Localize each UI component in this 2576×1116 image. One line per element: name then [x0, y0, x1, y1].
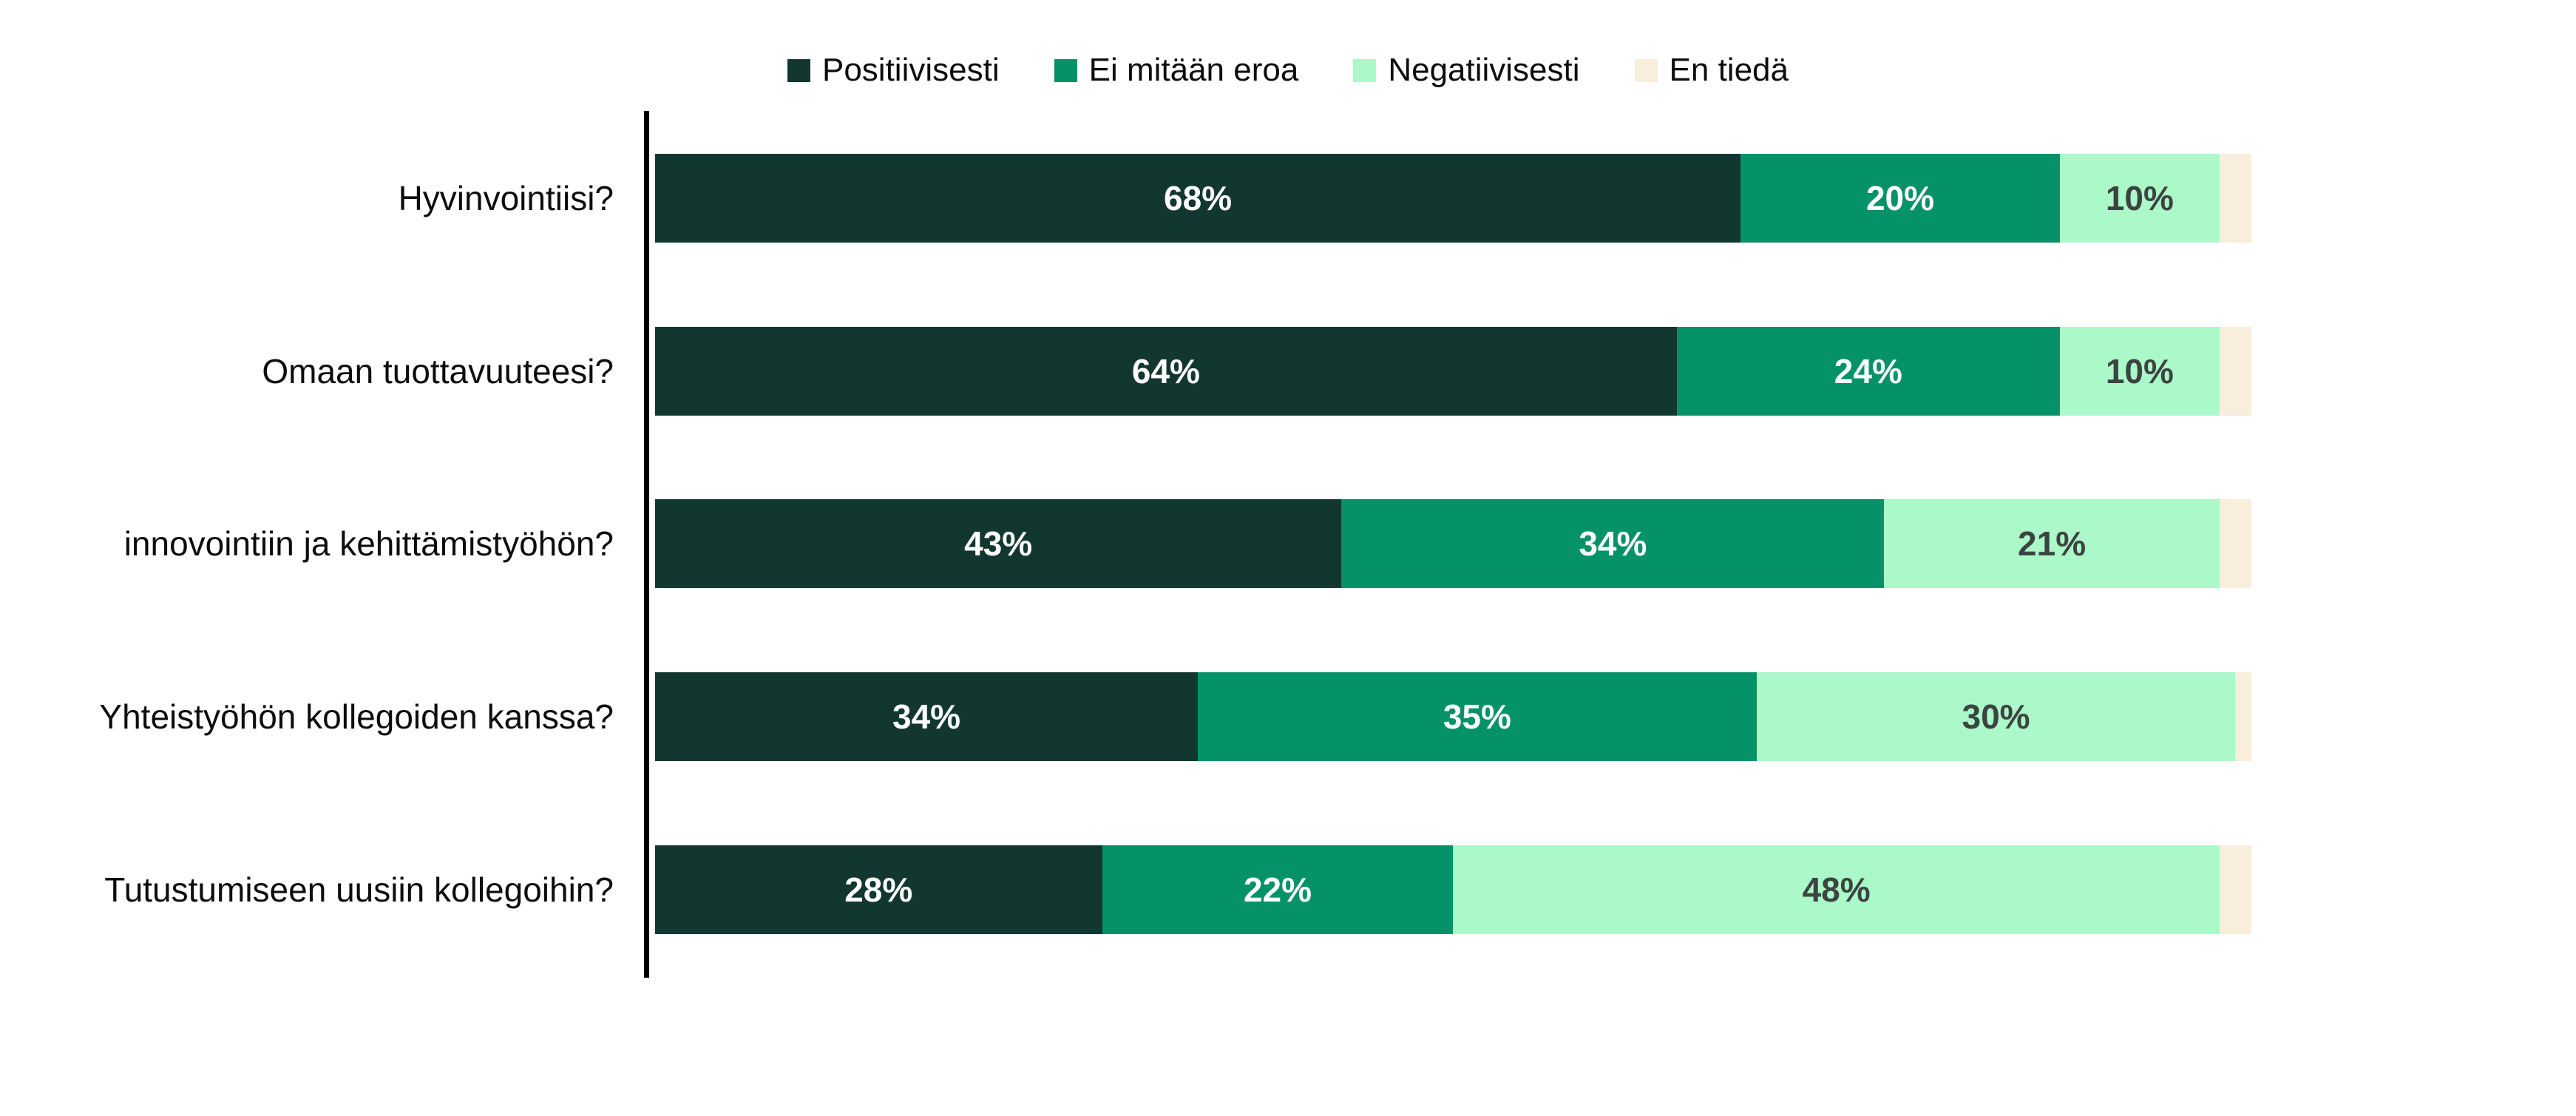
- bar-segment-negatiivisesti: 48%: [1453, 845, 2220, 934]
- bar-segment-en-tieda: [2219, 154, 2251, 243]
- legend-swatch-ei-mitaan-eroa: [1054, 58, 1077, 82]
- bar-segment-negatiivisesti: 21%: [1884, 499, 2220, 588]
- legend-item-en-tieda: En tiedä: [1634, 52, 1789, 89]
- bar-segment-positiivisesti: 64%: [655, 327, 1677, 416]
- category-label: Hyvinvointiisi?: [398, 179, 614, 217]
- segment-value-label: 43%: [964, 524, 1033, 563]
- chart-row: Omaan tuottavuuteesi? 64% 24% 10%: [0, 327, 2576, 416]
- bar-segment-en-tieda: [2219, 327, 2251, 416]
- bar-segment-positiivisesti: 43%: [655, 499, 1342, 588]
- legend-label: Positiivisesti: [821, 52, 1000, 88]
- legend-swatch-en-tieda: [1634, 58, 1658, 82]
- chart-row: Yhteistyöhön kollegoiden kanssa? 34% 35% 30…: [0, 672, 2576, 761]
- bar-segment-negatiivisesti: 10%: [2059, 327, 2220, 416]
- segment-value-label: 28%: [844, 870, 913, 909]
- segment-value-label: 20%: [1865, 179, 1935, 217]
- segment-value-label: 68%: [1164, 179, 1233, 217]
- bar-segment-negatiivisesti: 30%: [1756, 672, 2236, 761]
- chart-row: innovointiin ja kehittämistyöhön? 43% 34% 2…: [0, 499, 2576, 588]
- category-label: Tutustumiseen uusiin kollegoihin?: [104, 870, 614, 909]
- bar-segment-ei-mitaan-eroa: 22%: [1102, 845, 1454, 934]
- bar-stack: 43% 34% 21%: [655, 499, 2251, 588]
- legend-swatch-positiivisesti: [787, 58, 810, 82]
- legend-label: Negatiivisesti: [1388, 52, 1580, 88]
- bar-segment-ei-mitaan-eroa: 35%: [1198, 672, 1757, 761]
- legend-item-positiivisesti: Positiivisesti: [787, 52, 1000, 89]
- y-axis-line: [644, 111, 649, 978]
- segment-value-label: 10%: [2105, 179, 2174, 217]
- category-label: innovointiin ja kehittämistyöhön?: [123, 524, 614, 563]
- bar-segment-positiivisesti: 68%: [655, 154, 1741, 243]
- bar-stack: 34% 35% 30%: [655, 672, 2251, 761]
- bar-stack: 64% 24% 10%: [655, 327, 2251, 416]
- chart-row: Tutustumiseen uusiin kollegoihin? 28% 22% 4…: [0, 845, 2576, 934]
- bar-segment-negatiivisesti: 10%: [2059, 154, 2220, 243]
- segment-value-label: 10%: [2105, 352, 2174, 390]
- legend-swatch-negatiivisesti: [1353, 58, 1377, 82]
- chart-legend: Positiivisesti Ei mitään eroa Negatiivises…: [787, 52, 1789, 89]
- bar-stack: 28% 22% 48%: [655, 845, 2251, 934]
- legend-item-ei-mitaan-eroa: Ei mitään eroa: [1054, 52, 1299, 89]
- category-label: Yhteistyöhön kollegoiden kanssa?: [99, 697, 614, 736]
- bar-stack: 68% 20% 10%: [655, 154, 2251, 243]
- bar-segment-en-tieda: [2219, 499, 2251, 588]
- segment-value-label: 35%: [1443, 697, 1511, 736]
- bar-segment-en-tieda: [2219, 845, 2251, 934]
- legend-label: En tiedä: [1669, 52, 1789, 88]
- legend-item-negatiivisesti: Negatiivisesti: [1353, 52, 1580, 89]
- bar-segment-positiivisesti: 34%: [655, 672, 1199, 761]
- segment-value-label: 30%: [1962, 697, 2030, 736]
- segment-value-label: 48%: [1802, 870, 1871, 909]
- segment-value-label: 34%: [892, 697, 961, 736]
- segment-value-label: 22%: [1243, 870, 1312, 909]
- segment-value-label: 64%: [1131, 352, 1200, 390]
- segment-value-label: 24%: [1834, 352, 1902, 390]
- segment-value-label: 34%: [1579, 524, 1647, 563]
- bar-segment-en-tieda: [2235, 672, 2251, 761]
- bar-segment-ei-mitaan-eroa: 34%: [1341, 499, 1885, 588]
- category-label: Omaan tuottavuuteesi?: [262, 352, 614, 390]
- bar-segment-ei-mitaan-eroa: 24%: [1676, 327, 2060, 416]
- legend-label: Ei mitään eroa: [1088, 52, 1299, 88]
- chart-row: Hyvinvointiisi? 68% 20% 10%: [0, 154, 2576, 243]
- bar-segment-ei-mitaan-eroa: 20%: [1741, 154, 2060, 243]
- bar-segment-positiivisesti: 28%: [655, 845, 1102, 934]
- segment-value-label: 21%: [2018, 524, 2087, 563]
